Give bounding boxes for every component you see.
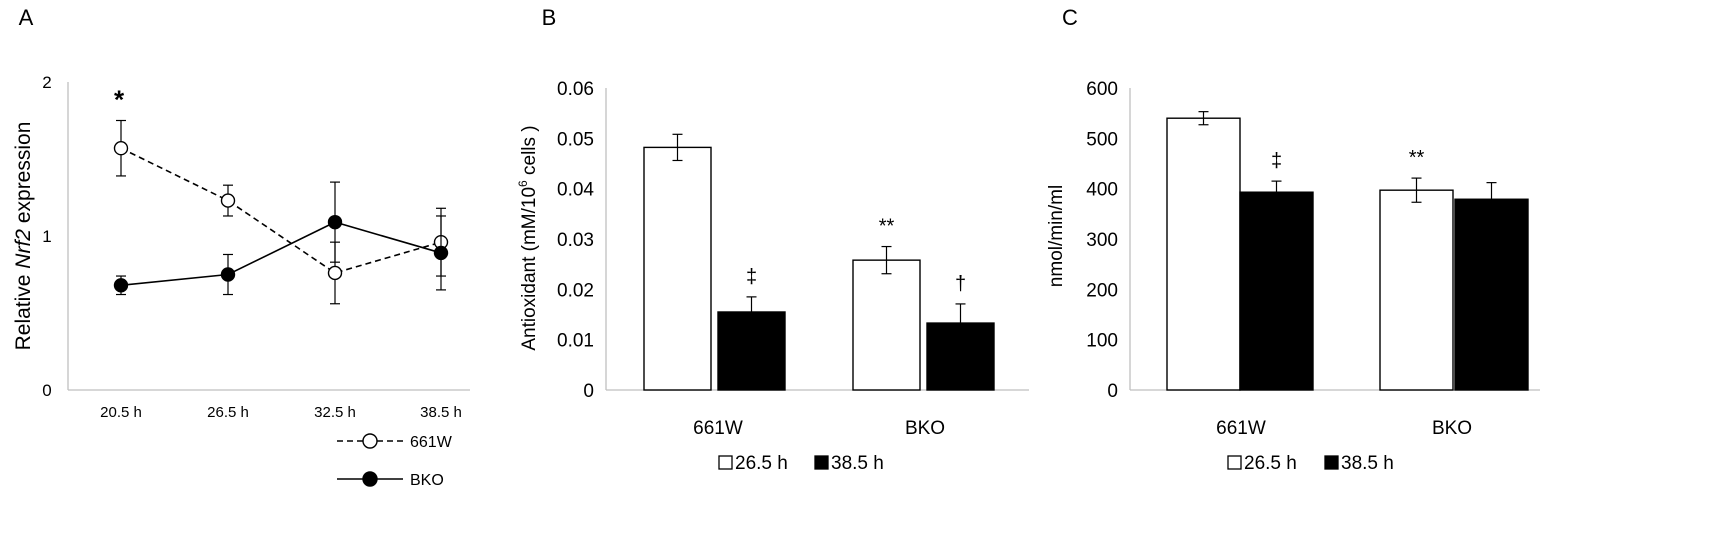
y-tick-label: 0 [42,381,51,400]
legend-label-661w: 661W [410,434,453,451]
data-point-bko [327,214,343,230]
y-axis-label: nmol/min/ml [1046,185,1067,287]
bar-661w-265h [1166,117,1241,391]
y-tick-label: 500 [1086,129,1118,150]
y-tick-label: 100 [1086,331,1118,352]
legend-swatch-265h [1227,455,1242,470]
data-point-bko [220,267,236,282]
legend-marker-661w [362,433,378,449]
legend-label: 38.5 h [1341,453,1394,474]
x-tick-label: 20.5 h [100,404,142,421]
significance-marker: ** [879,216,895,238]
data-point-661w [220,193,236,208]
x-category-label: BKO [1432,418,1472,439]
data-point-bko [113,278,129,293]
data-point-661w [113,141,129,156]
y-tick-label: 0.02 [557,280,594,301]
significance-marker: † [955,273,966,295]
x-tick-label: 38.5 h [420,404,462,421]
error-bar [955,303,966,343]
bar-bko-385h [1454,198,1529,391]
y-tick-label: 600 [1086,79,1118,100]
y-axis-label-part: Antioxidant (mM/10 [519,187,540,351]
legend-label: 38.5 h [831,453,884,474]
y-axis-label: Relative Nrf2 expression [12,122,35,351]
series-line-661w [120,147,442,274]
error-bar [746,296,757,328]
x-tick-label: 26.5 h [207,404,249,421]
legend-swatch-265h [718,455,733,470]
significance-marker: * [114,85,125,115]
significance-marker: ‡ [746,266,757,288]
bar-661w-265h [643,146,712,391]
error-bar [1198,111,1209,126]
y-axis-label-gene: Nrf2 [12,229,35,269]
y-tick-label: 0 [1107,381,1118,402]
y-tick-label: 0.04 [557,180,594,201]
significance-marker: ‡ [1271,150,1282,172]
x-category-label: 661W [1216,418,1266,439]
error-bar [672,133,683,162]
x-category-label: BKO [905,418,945,439]
legend-label-bko: BKO [410,472,444,489]
y-tick-label: 0.01 [557,331,594,352]
bar-bko-265h [1379,189,1454,391]
y-tick-label: 0 [583,381,594,402]
bar-bko-265h [852,259,921,391]
x-category-label: 661W [693,418,743,439]
legend-label: 26.5 h [735,453,788,474]
error-bar [881,245,892,275]
error-bar [1271,180,1282,204]
y-axis-label: Antioxidant (mM/106 cells ) [516,125,540,350]
y-axis-label-part: expression [12,122,35,229]
y-tick-label: 0.06 [557,79,594,100]
error-bar [1411,177,1422,203]
data-point-bko [433,245,449,261]
x-tick-label: 32.5 h [314,404,356,421]
legend-swatch-385h [814,455,829,470]
y-axis-label-part: cells ) [519,125,540,180]
y-tick-label: 400 [1086,180,1118,201]
y-tick-label: 0.05 [557,129,594,150]
y-tick-label: 1 [42,227,51,246]
panel-label-a: A [19,5,34,30]
legend-swatch-385h [1324,455,1339,470]
legend-marker-bko [362,471,378,487]
bar-661w-385h [1239,191,1314,391]
panel-label-b: B [542,5,557,30]
significance-marker: ** [1409,147,1425,169]
data-point-661w [327,265,343,281]
series-line-bko [120,221,442,287]
error-bar [1486,182,1497,217]
y-tick-label: 2 [42,73,51,92]
panel-label-c: C [1062,5,1078,30]
legend-label: 26.5 h [1244,453,1297,474]
y-axis-label-superscript: 6 [516,180,530,187]
y-tick-label: 300 [1086,230,1118,251]
y-tick-label: 200 [1086,280,1118,301]
y-tick-label: 0.03 [557,230,594,251]
y-axis-label-part: Relative [12,269,35,351]
